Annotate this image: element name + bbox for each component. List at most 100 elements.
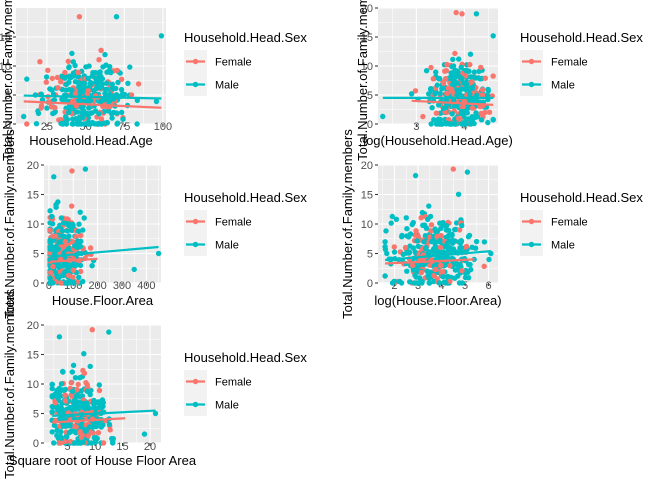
y-tick-label: 15 (27, 350, 39, 362)
data-point-female (47, 250, 53, 256)
y-axis-title: Total.Number.of.Family.members (0, 0, 15, 161)
data-point-female (460, 103, 467, 110)
x-tick-label: 5 (65, 441, 71, 453)
data-point-male (61, 387, 67, 394)
data-point-female (118, 76, 125, 83)
data-point-female (415, 234, 422, 240)
data-point-male (76, 440, 82, 446)
data-point-female (69, 203, 75, 209)
y-tick-label: 20 (27, 320, 39, 332)
data-point-male (75, 73, 82, 80)
data-point-male (469, 98, 476, 105)
data-point-male (50, 404, 57, 410)
legend-key-point (528, 218, 535, 225)
data-point-male (78, 121, 84, 127)
data-point-male (452, 238, 458, 244)
data-point-male (407, 231, 414, 237)
data-point-male (49, 409, 55, 415)
data-point-male (55, 199, 61, 205)
data-point-male (472, 245, 479, 251)
data-point-male (69, 227, 75, 233)
data-point-male (121, 91, 128, 98)
data-point-male (70, 261, 77, 267)
data-point-male (109, 85, 116, 92)
data-point-female (96, 57, 102, 63)
data-point-male (59, 121, 66, 127)
data-point-male (458, 64, 464, 71)
data-point-female (62, 392, 68, 398)
data-point-male (92, 439, 98, 445)
data-point-female (96, 387, 103, 394)
data-point-female (49, 75, 55, 82)
data-point-female (490, 73, 496, 79)
y-tick-label: 10 (0, 61, 11, 73)
data-point-male (84, 388, 90, 394)
data-point-male (452, 267, 459, 273)
data-point-female (68, 380, 74, 386)
data-point-female (430, 76, 436, 82)
data-point-male (64, 423, 70, 429)
data-point-male (423, 225, 430, 231)
data-point-male (70, 121, 76, 127)
data-point-female (482, 75, 488, 81)
data-point-female (48, 269, 54, 276)
data-point-male (63, 280, 69, 286)
data-point-male (93, 399, 100, 406)
legend-key-point (192, 58, 199, 65)
legend: Household.Head.Sex Female Male (520, 30, 643, 96)
x-tick-label: 0 (46, 280, 52, 292)
data-point-male (63, 81, 70, 88)
data-point-male (48, 213, 55, 220)
data-point-male (481, 239, 488, 245)
data-point-male (418, 261, 424, 268)
data-point-male (466, 68, 472, 75)
data-point-male (465, 116, 471, 122)
data-point-male (486, 256, 492, 263)
data-point-male (47, 275, 53, 281)
data-point-male (48, 239, 54, 245)
data-point-male (51, 440, 57, 446)
data-point-male (81, 351, 87, 357)
data-point-male (412, 272, 418, 279)
x-tick-label: 75 (118, 121, 130, 133)
data-point-male (463, 121, 469, 127)
data-point-male (415, 280, 421, 286)
data-point-male (456, 239, 462, 245)
data-point-male (49, 385, 55, 392)
data-point-male (425, 216, 431, 223)
data-point-male (92, 69, 99, 76)
data-point-male (55, 392, 61, 398)
data-point-male (449, 63, 455, 70)
data-point-female (456, 227, 463, 233)
data-point-male (113, 14, 120, 20)
data-point-male (59, 406, 65, 412)
data-point-male (80, 439, 86, 445)
data-point-male (54, 273, 60, 279)
data-point-male (456, 56, 462, 62)
data-point-male (459, 109, 465, 115)
data-point-male (443, 280, 449, 286)
data-point-male (96, 382, 103, 388)
data-point-female (437, 244, 444, 251)
data-point-male (399, 234, 405, 240)
data-point-male (56, 239, 62, 246)
y-tick-label: 20 (361, 3, 373, 15)
data-point-female (79, 432, 86, 438)
data-point-male (452, 226, 458, 233)
data-point-male (437, 237, 443, 244)
data-point-male (43, 74, 50, 80)
data-point-male (469, 85, 475, 91)
data-point-male (81, 405, 87, 411)
data-point-female (391, 244, 397, 250)
data-point-male (474, 92, 480, 99)
x-axis-title: House.Floor.Area (52, 293, 154, 308)
data-point-male (60, 368, 66, 375)
data-point-male (101, 120, 107, 126)
data-point-female (428, 64, 434, 71)
data-point-female (85, 88, 91, 94)
trend-line-male (52, 409, 156, 417)
data-point-male (423, 68, 430, 74)
x-tick-label: 6 (486, 280, 492, 292)
data-point-male (50, 280, 56, 286)
